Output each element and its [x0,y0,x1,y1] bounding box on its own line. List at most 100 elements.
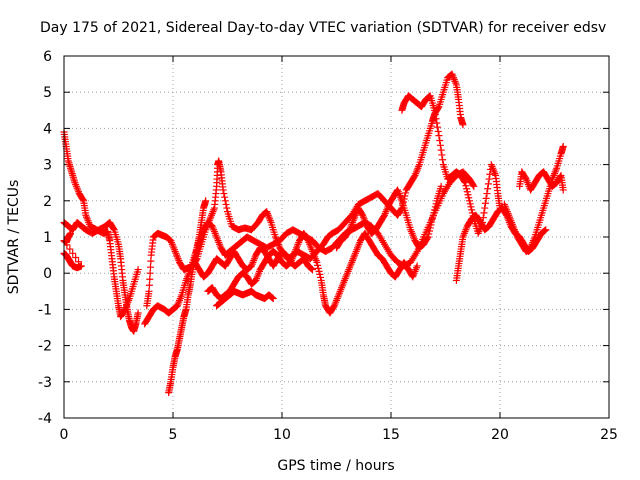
data-point [484,180,492,188]
data-point [468,206,476,214]
data-point [485,175,493,183]
data-point [439,156,447,164]
data-point [461,179,469,187]
y-tick-label: -1 [38,302,52,318]
data-point [309,266,317,274]
data-point [426,224,434,232]
y-tick-label: 5 [43,85,52,101]
data-point [314,261,322,269]
data-point [436,136,444,144]
data-point [462,182,470,190]
series-trace-11 [500,143,567,255]
data-point [428,218,436,226]
data-point [542,226,550,234]
data-point [430,209,438,217]
data-point [431,111,439,119]
data-point [470,182,478,190]
x-tick-label: 0 [60,427,69,443]
x-axis-label: GPS time / hours [277,458,394,474]
x-tick-label: 25 [600,427,618,443]
data-point [134,309,142,317]
data-point [435,132,443,140]
data-point [436,141,444,149]
data-point [464,191,472,199]
data-point [427,221,435,229]
data-point [429,212,437,220]
series-trace-3 [60,229,85,272]
data-point [219,186,227,194]
data-point [433,119,441,127]
data-point [486,170,494,178]
y-tick-label: -3 [38,375,52,391]
data-point [465,194,473,202]
plot-frame [63,55,610,419]
data-point [146,263,154,271]
data-point [268,293,276,301]
data-point [402,189,410,197]
data-point [521,174,529,182]
data-point [459,121,467,129]
y-tick-label: 1 [43,230,52,246]
data-point [380,212,388,220]
data-point [307,264,315,272]
data-point [428,215,436,223]
series-trace-6 [165,197,210,397]
data-point [316,270,324,278]
data-point [426,227,434,235]
data-point [431,203,439,211]
y-tick-label: -4 [38,411,52,427]
data-point [269,295,277,303]
chart-title: Day 175 of 2021, Sidereal Day-to-day VTE… [40,20,606,36]
data-point [483,190,491,198]
y-tick-label: -2 [38,339,52,355]
data-point [308,265,316,273]
data-point [313,258,321,266]
data-point [559,186,567,194]
data-point [423,234,431,242]
y-tick-label: 2 [43,194,52,210]
data-point [146,275,154,283]
data-point [401,192,409,200]
data-point [67,229,75,237]
series-trace-7 [204,229,421,317]
data-point [345,227,353,235]
data-point [77,262,85,270]
data-point [431,206,439,214]
data-point [109,225,117,233]
x-tick-label: 15 [382,427,400,443]
data-point [223,204,231,212]
data-point [134,266,142,274]
data-point [467,203,475,211]
series-trace-2 [60,219,142,335]
data-point [69,249,77,257]
data-point [469,181,477,189]
y-axis-label: SDTVAR / TECUs [6,180,22,295]
data-point [424,233,432,241]
data-point [482,194,490,202]
data-point [484,185,492,193]
y-tick-label: 4 [43,121,52,137]
data-point [559,143,567,150]
y-tick-label: 0 [43,266,52,282]
data-point [431,106,439,114]
data-point [75,258,83,266]
data-point [463,185,471,193]
data-point [220,190,228,198]
grid [64,56,609,418]
x-tick-label: 5 [169,427,178,443]
data-point [540,227,548,235]
data-point [315,267,323,275]
series-trace-9 [398,92,504,237]
data-point [147,257,155,265]
data-point [146,269,154,277]
data-point [434,127,442,135]
series-trace-1 [60,128,142,321]
data-point [466,200,474,208]
data-point [460,177,468,185]
series-trace-8 [213,287,277,310]
data-point [432,200,440,208]
data-point [413,262,421,270]
y-tick-label: 6 [43,49,52,65]
y-tick-label: 3 [43,158,52,174]
data-point [145,281,153,289]
